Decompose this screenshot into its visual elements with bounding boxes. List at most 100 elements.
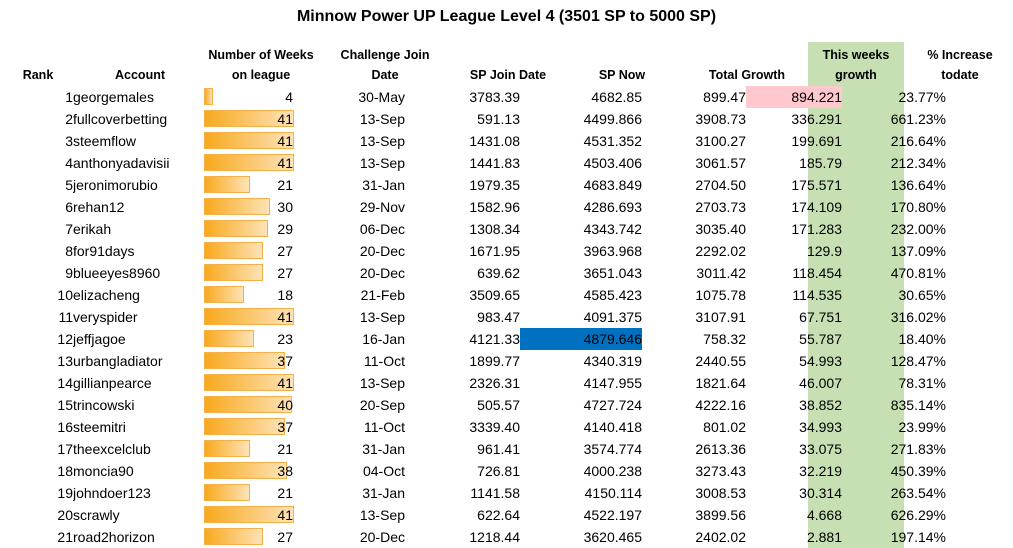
- table-row: 3 steemflow 41 13-Sep 1431.08 4531.352 3100.27…: [0, 130, 946, 152]
- sp-join-date-cell: 639.62: [477, 265, 520, 281]
- weeks-data-bar: [204, 176, 250, 193]
- table-row: 1 georgemales 4 30-May 3783.39 4682.85 899.47 8…: [0, 86, 946, 108]
- account-cell: steemflow: [73, 133, 137, 149]
- account-cell: urbangladiator: [73, 353, 163, 369]
- rank-cell: 16: [57, 419, 73, 435]
- challenge-join-date-cell: 31-Jan: [362, 177, 405, 193]
- challenge-join-date-cell: 13-Sep: [359, 309, 405, 325]
- sp-join-date-cell: 983.47: [477, 309, 520, 325]
- account-cell: blueeyes8960: [73, 265, 161, 281]
- sp-now-cell: 3574.774: [583, 441, 642, 457]
- weeks-value: 21: [277, 485, 293, 501]
- this-weeks-growth-cell: 129.9: [806, 243, 842, 259]
- this-weeks-growth-cell: 185.79: [799, 155, 842, 171]
- rank-cell: 5: [65, 177, 73, 193]
- total-growth-cell: 3273.43: [695, 463, 746, 479]
- weeks-value: 21: [277, 177, 293, 193]
- sp-join-date-cell: 3509.65: [469, 287, 520, 303]
- rank-cell: 13: [57, 353, 73, 369]
- account-cell: steemitri: [73, 419, 126, 435]
- account-cell: johndoer123: [73, 485, 151, 501]
- weeks-value: 27: [277, 265, 293, 281]
- this-weeks-growth-cell: 67.751: [799, 309, 842, 325]
- table-row: 11 veryspider 41 13-Sep 983.47 4091.375 3107.9…: [0, 306, 946, 328]
- table-row: 2 fullcoverbetting 41 13-Sep 591.13 4499.866 3…: [0, 108, 946, 130]
- pct-increase-cell: 661.23%: [890, 111, 946, 127]
- weeks-value: 37: [277, 419, 293, 435]
- weeks-cell: 29: [201, 218, 297, 240]
- weeks-data-bar: [204, 88, 213, 105]
- total-growth-cell: 2703.73: [695, 199, 746, 215]
- weeks-value: 41: [277, 111, 293, 127]
- table-row: 14 gillianpearce 41 13-Sep 2326.31 4147.955 18…: [0, 372, 946, 394]
- pct-increase-cell: 18.40%: [898, 331, 946, 347]
- weeks-value: 41: [277, 375, 293, 391]
- pct-increase-cell: 212.34%: [890, 155, 946, 171]
- weeks-data-bar: [204, 528, 263, 545]
- challenge-join-date-cell: 13-Sep: [359, 507, 405, 523]
- weeks-cell: 41: [201, 504, 297, 526]
- rank-cell: 9: [65, 265, 73, 281]
- weeks-cell: 37: [201, 416, 297, 438]
- sp-join-date-cell: 622.64: [477, 507, 520, 523]
- sp-join-date-cell: 1141.58: [470, 485, 520, 501]
- header-account: Account: [115, 68, 165, 82]
- rank-cell: 18: [57, 463, 73, 479]
- sp-join-date-cell: 961.41: [477, 441, 520, 457]
- pct-increase-cell: 450.39%: [890, 463, 946, 479]
- pct-increase-cell: 23.77%: [898, 89, 946, 105]
- rank-cell: 4: [65, 155, 73, 171]
- table-row: 7 erikah 29 06-Dec 1308.34 4343.742 3035.40 171…: [0, 218, 946, 240]
- this-weeks-growth-cell: 30.314: [799, 485, 842, 501]
- sp-now-cell: 4879.646: [520, 328, 642, 350]
- rank-cell: 17: [57, 441, 73, 457]
- weeks-value: 37: [277, 353, 293, 369]
- total-growth-cell: 3899.56: [695, 507, 746, 523]
- sp-join-date-cell: 591.13: [477, 111, 520, 127]
- table-row: 20 scrawly 41 13-Sep 622.64 4522.197 3899.56 4.…: [0, 504, 946, 526]
- weeks-data-bar: [204, 308, 294, 325]
- header-pct-line2: todate: [941, 68, 979, 82]
- this-weeks-growth-cell: 32.219: [799, 463, 842, 479]
- this-weeks-growth-cell: 4.668: [806, 507, 842, 523]
- sp-now-cell: 4503.406: [583, 155, 642, 171]
- total-growth-cell: 2704.50: [695, 177, 746, 193]
- sp-now-cell: 4727.724: [583, 397, 642, 413]
- weeks-data-bar: [204, 110, 294, 127]
- sp-now-cell: 4147.955: [583, 375, 642, 391]
- account-cell: trincowski: [73, 397, 135, 413]
- total-growth-cell: 801.02: [703, 419, 746, 435]
- challenge-join-date-cell: 21-Feb: [360, 287, 405, 303]
- challenge-join-date-cell: 30-May: [358, 89, 405, 105]
- sp-join-date-cell: 505.57: [477, 397, 520, 413]
- table-row: 12 jeffjagoe 23 16-Jan 4121.33 4879.646 758.32…: [0, 328, 946, 350]
- weeks-value: 18: [277, 287, 293, 303]
- rank-cell: 1: [65, 89, 73, 105]
- account-cell: road2horizon: [73, 529, 155, 545]
- rank-cell: 2: [65, 111, 73, 127]
- table-row: 5 jeronimorubio 21 31-Jan 1979.35 4683.849 270…: [0, 174, 946, 196]
- rank-cell: 19: [57, 485, 73, 501]
- rank-cell: 8: [65, 243, 73, 259]
- table-row: 9 blueeyes8960 27 20-Dec 639.62 3651.043 3011.…: [0, 262, 946, 284]
- this-weeks-growth-cell: 171.283: [791, 221, 842, 237]
- total-growth-cell: 3908.73: [695, 111, 746, 127]
- this-weeks-growth-cell: 34.993: [799, 419, 842, 435]
- header-sp-join-date: SP Join Date: [469, 68, 547, 82]
- total-growth-cell: 1075.78: [695, 287, 746, 303]
- weeks-value: 27: [277, 243, 293, 259]
- account-cell: fullcoverbetting: [73, 111, 168, 127]
- rank-cell: 10: [57, 287, 73, 303]
- this-weeks-growth-cell: 894.221: [746, 86, 842, 108]
- this-weeks-growth-cell: 33.075: [799, 441, 842, 457]
- total-growth-cell: 3107.91: [695, 309, 746, 325]
- pct-increase-cell: 271.83%: [890, 441, 946, 457]
- weeks-cell: 4: [201, 86, 297, 108]
- total-growth-cell: 4222.16: [695, 397, 746, 413]
- header-total-growth: Total Growth: [708, 68, 786, 82]
- account-cell: veryspider: [73, 309, 138, 325]
- rank-cell: 14: [57, 375, 73, 391]
- challenge-join-date-cell: 11-Oct: [364, 419, 405, 435]
- weeks-value: 41: [277, 309, 293, 325]
- this-weeks-growth-cell: 46.007: [799, 375, 842, 391]
